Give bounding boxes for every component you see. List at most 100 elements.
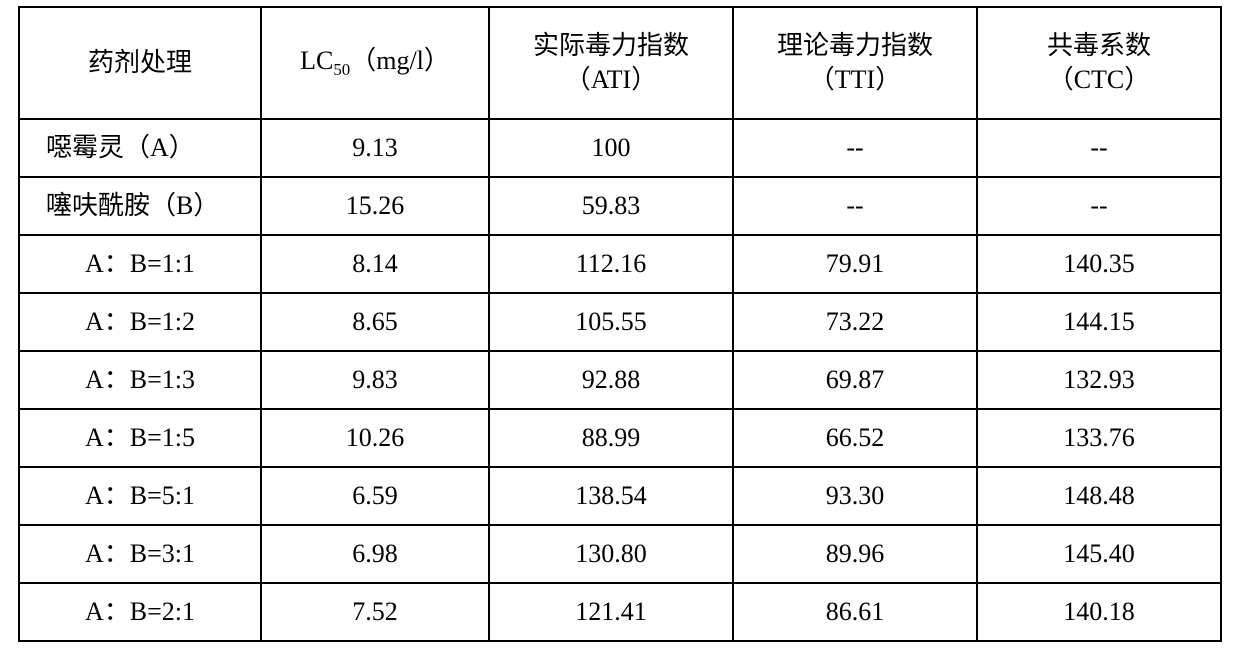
cell-ati-value: 100 (592, 133, 631, 162)
cell-tti-value: 69.87 (826, 365, 885, 394)
cell-tti: 73.22 (733, 293, 977, 351)
cell-lc50: 7.52 (261, 583, 489, 641)
cell-tti: 89.96 (733, 525, 977, 583)
cell-lc50: 15.26 (261, 177, 489, 235)
cell-tti-value: -- (846, 133, 863, 162)
table-row: 噁霉灵（A） 9.13 100 -- -- (19, 119, 1221, 177)
col-header-treatment-main: 药剂处理 (20, 46, 260, 80)
col-header-lc50-unit: （mg/l） (350, 46, 450, 75)
cell-ati: 112.16 (489, 235, 733, 293)
cell-treatment-value: 噻呋酰胺（B） (46, 191, 219, 220)
cell-lc50-value: 7.52 (352, 597, 398, 626)
cell-treatment-value: A：B=1:3 (85, 365, 195, 394)
cell-treatment: A：B=1:1 (19, 235, 261, 293)
cell-lc50: 6.59 (261, 467, 489, 525)
table-row: A：B=3:16.98130.8089.96145.40 (19, 525, 1221, 583)
cell-treatment-value: A：B=1:5 (85, 423, 195, 452)
cell-tti-value: 66.52 (826, 423, 885, 452)
cell-lc50-value: 6.59 (352, 481, 398, 510)
cell-ctc-value: 145.40 (1063, 539, 1135, 568)
col-header-tti-sub: （TTI） (734, 63, 976, 97)
cell-tti: 86.61 (733, 583, 977, 641)
table-row: A：B=2:1 7.52 121.41 86.61 140.18 (19, 583, 1221, 641)
cell-lc50: 8.65 (261, 293, 489, 351)
cell-lc50-value: 9.83 (352, 365, 398, 394)
table-row: A：B=1:1 8.14 112.16 79.91 140.35 (19, 235, 1221, 293)
col-header-ati: 实际毒力指数 （ATI） (489, 7, 733, 119)
cell-lc50-value: 9.13 (352, 133, 398, 162)
cell-lc50-value: 10.26 (346, 423, 405, 452)
cell-lc50: 9.83 (261, 351, 489, 409)
cell-lc50: 10.26 (261, 409, 489, 467)
cell-treatment: A：B=2:1 (19, 583, 261, 641)
col-header-ctc: 共毒系数 （CTC） (977, 7, 1221, 119)
col-header-tti-main: 理论毒力指数 (734, 29, 976, 63)
cell-treatment-value: A：B=3:1 (85, 539, 195, 568)
table-row: A：B=1:3 9.83 92.88 69.87 132.93 (19, 351, 1221, 409)
cell-treatment-value: A：B=5:1 (85, 481, 195, 510)
table-row: 噻呋酰胺（B）15.2659.83---- (19, 177, 1221, 235)
cell-tti: 93.30 (733, 467, 977, 525)
cell-treatment-value: A：B=1:2 (85, 307, 195, 336)
cell-ati-value: 92.88 (582, 365, 641, 394)
cell-ati-value: 105.55 (575, 307, 647, 336)
col-header-ctc-main: 共毒系数 (978, 29, 1220, 63)
cell-treatment: A：B=3:1 (19, 525, 261, 583)
cell-tti-value: 73.22 (826, 307, 885, 336)
col-header-lc50-text: LC (300, 46, 333, 75)
cell-ati-value: 121.41 (575, 597, 647, 626)
cell-ati-value: 138.54 (575, 481, 647, 510)
cell-ctc: 140.18 (977, 583, 1221, 641)
cell-ctc: 133.76 (977, 409, 1221, 467)
cell-lc50: 9.13 (261, 119, 489, 177)
cell-treatment-value: 噁霉灵（A） (46, 133, 195, 162)
cell-ati: 59.83 (489, 177, 733, 235)
cell-treatment: 噁霉灵（A） (19, 119, 261, 177)
table-row: A：B=1:2 8.65 105.55 73.22 144.15 (19, 293, 1221, 351)
col-header-lc50: LC50（mg/l） (261, 7, 489, 119)
cell-lc50-value: 15.26 (346, 191, 405, 220)
cell-ctc: 148.48 (977, 467, 1221, 525)
cell-ctc-value: 133.76 (1063, 423, 1135, 452)
cell-tti: 66.52 (733, 409, 977, 467)
cell-ctc-value: -- (1090, 133, 1107, 162)
cell-ati: 105.55 (489, 293, 733, 351)
cell-lc50-value: 8.65 (352, 307, 398, 336)
cell-ctc: 140.35 (977, 235, 1221, 293)
cell-treatment: A：B=1:3 (19, 351, 261, 409)
col-header-ati-sub: （ATI） (490, 63, 732, 97)
cell-ctc: 145.40 (977, 525, 1221, 583)
col-header-lc50-main: LC50（mg/l） (262, 44, 488, 81)
cell-ati: 138.54 (489, 467, 733, 525)
cell-tti-value: 86.61 (826, 597, 885, 626)
cell-ctc-value: 148.48 (1063, 481, 1135, 510)
cell-lc50: 6.98 (261, 525, 489, 583)
cell-ati-value: 88.99 (582, 423, 641, 452)
cell-ati-value: 59.83 (582, 191, 641, 220)
cell-tti-value: 79.91 (826, 249, 885, 278)
cell-ctc: 132.93 (977, 351, 1221, 409)
cell-ctc-value: -- (1090, 191, 1107, 220)
col-header-ctc-sub: （CTC） (978, 63, 1220, 97)
table-header-row: 药剂处理 LC50（mg/l） 实际毒力指数 （ATI） 理论毒力指数 （TTI… (19, 7, 1221, 119)
col-header-tti: 理论毒力指数 （TTI） (733, 7, 977, 119)
cell-ati: 88.99 (489, 409, 733, 467)
col-header-lc50-sub: 50 (333, 61, 350, 80)
cell-tti-value: 89.96 (826, 539, 885, 568)
cell-treatment: 噻呋酰胺（B） (19, 177, 261, 235)
cell-treatment-value: A：B=1:1 (85, 249, 195, 278)
table-body: 噁霉灵（A） 9.13 100 -- -- 噻呋酰胺（B） 15.26 59.83 -- -- A：… (19, 119, 1221, 641)
cell-ctc-value: 140.35 (1063, 249, 1135, 278)
cell-treatment: A：B=5:1 (19, 467, 261, 525)
toxicity-table: 药剂处理 LC50（mg/l） 实际毒力指数 （ATI） 理论毒力指数 （TTI… (18, 6, 1222, 642)
cell-lc50-value: 8.14 (352, 249, 398, 278)
cell-tti: 69.87 (733, 351, 977, 409)
cell-ctc: -- (977, 177, 1221, 235)
cell-tti: 79.91 (733, 235, 977, 293)
cell-treatment: A：B=1:2 (19, 293, 261, 351)
cell-lc50: 8.14 (261, 235, 489, 293)
cell-tti-value: 93.30 (826, 481, 885, 510)
cell-ctc: 144.15 (977, 293, 1221, 351)
cell-ctc-value: 140.18 (1063, 597, 1135, 626)
cell-ctc-value: 132.93 (1063, 365, 1135, 394)
